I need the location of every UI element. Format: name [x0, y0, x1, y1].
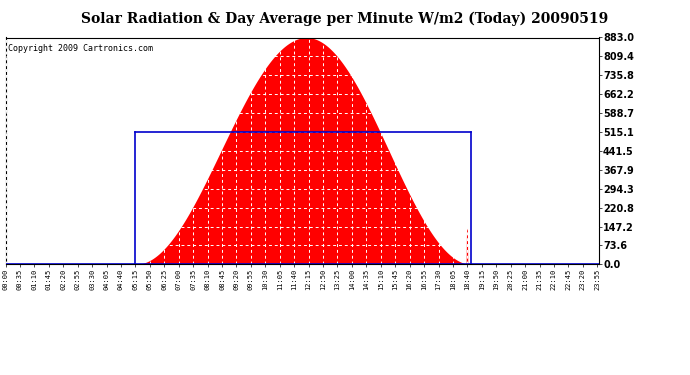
Text: Copyright 2009 Cartronics.com: Copyright 2009 Cartronics.com: [8, 44, 153, 53]
Text: Solar Radiation & Day Average per Minute W/m2 (Today) 20090519: Solar Radiation & Day Average per Minute…: [81, 11, 609, 26]
